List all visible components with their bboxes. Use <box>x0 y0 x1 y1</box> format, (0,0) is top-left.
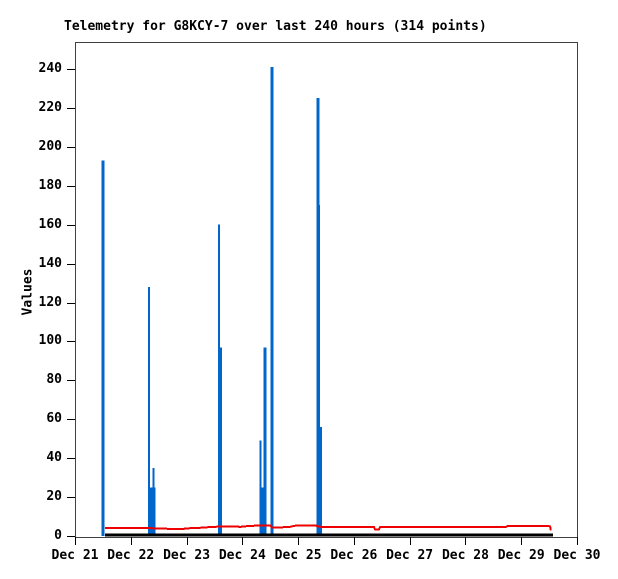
x-tick-label: Dec 25 <box>274 548 322 563</box>
y-tick-label: 120 <box>38 294 62 310</box>
y-tick-label: 140 <box>38 255 62 271</box>
x-tick-label: Dec 30 <box>553 548 601 563</box>
x-tick-label: Dec 22 <box>107 548 155 563</box>
y-tick-label: 220 <box>38 99 62 115</box>
x-tick-label: Dec 29 <box>497 548 545 563</box>
plot-border <box>75 42 578 538</box>
blue-impulse-series <box>101 67 322 536</box>
y-tick-label: 180 <box>38 177 62 193</box>
y-tick-label: 240 <box>38 61 62 76</box>
y-tick-label: 20 <box>46 489 62 505</box>
x-tick-label: Dec 28 <box>441 548 489 563</box>
x-tick-label: Dec 27 <box>386 548 434 563</box>
y-tick-label: 200 <box>38 138 62 154</box>
y-tick-label: 0 <box>54 528 62 543</box>
red-line-series <box>105 524 552 531</box>
chart-title: Telemetry for G8KCY-7 over last 240 hour… <box>64 19 487 34</box>
y-tick-label: 80 <box>46 372 62 388</box>
y-tick-label: 160 <box>38 216 62 232</box>
x-tick-label: Dec 26 <box>330 548 378 563</box>
y-tick-label: 40 <box>46 450 62 466</box>
y-tick-label: 100 <box>38 333 62 349</box>
y-tick-label: 60 <box>46 411 62 427</box>
x-tick-label: Dec 24 <box>218 548 266 563</box>
x-tick-label: Dec 21 <box>51 548 99 563</box>
x-tick-label: Dec 23 <box>163 548 211 563</box>
red-line-path <box>105 524 552 531</box>
